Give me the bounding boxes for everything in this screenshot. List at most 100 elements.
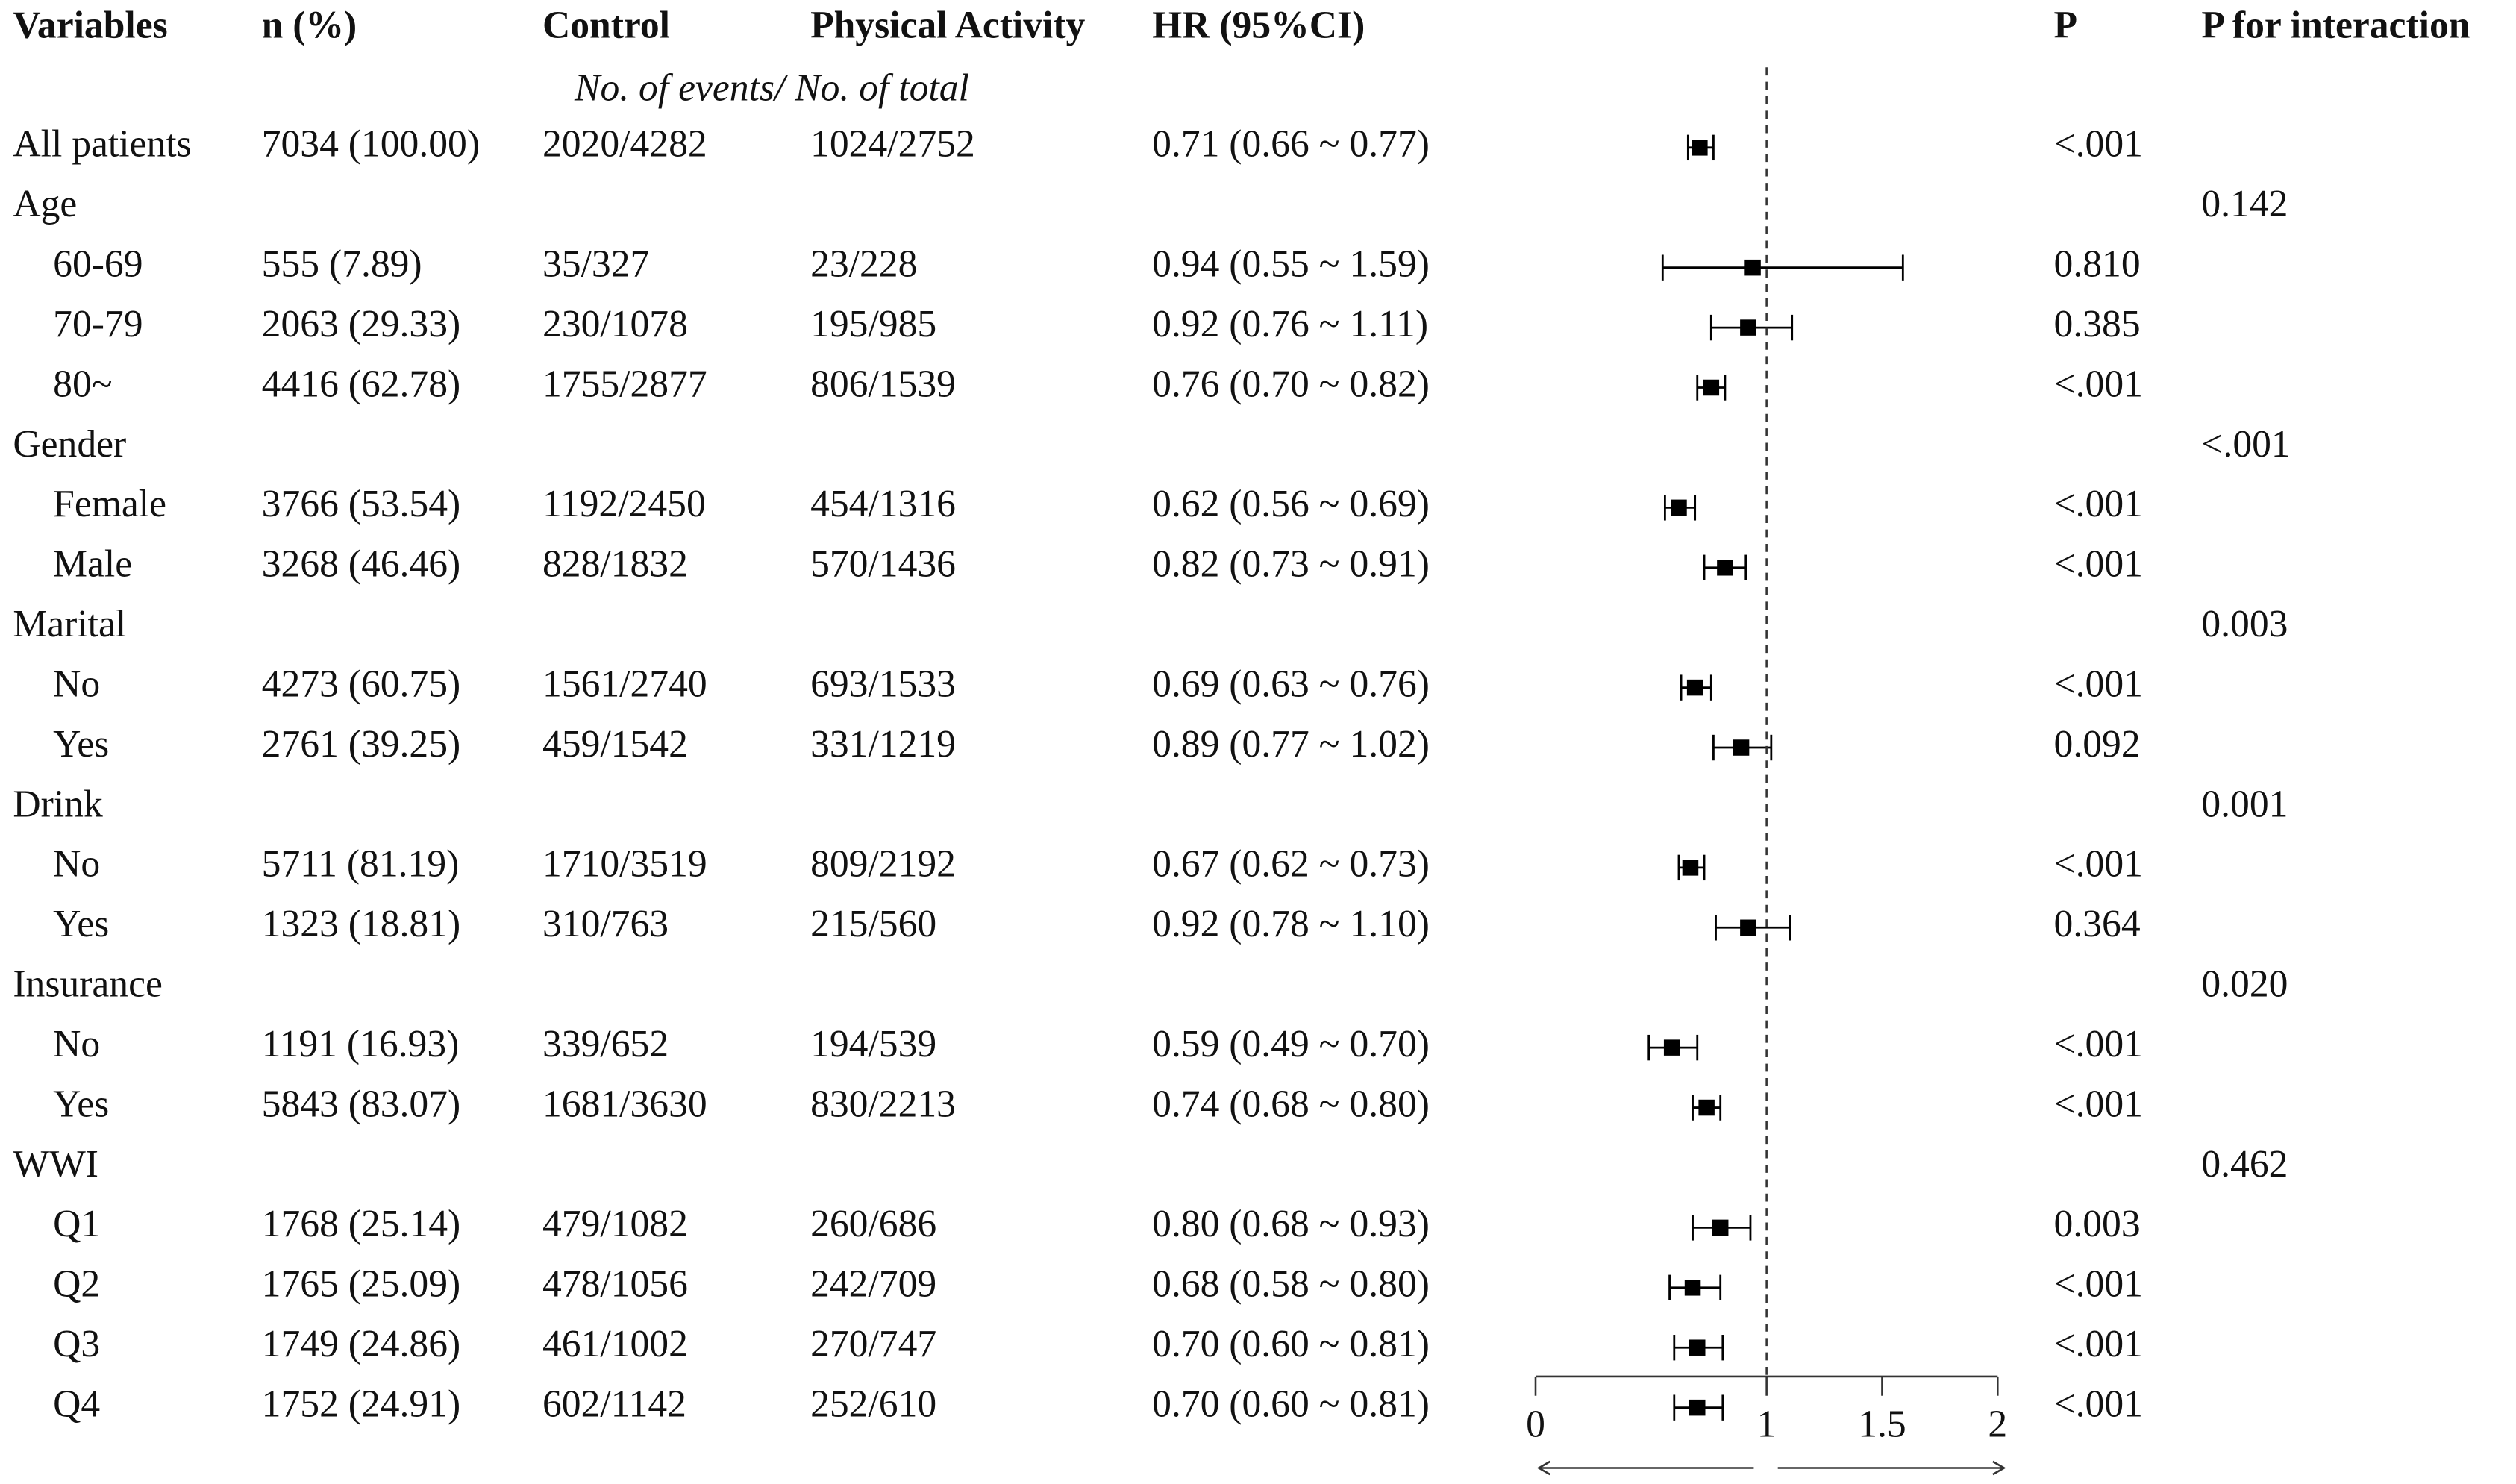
row-label: Q2 xyxy=(53,1263,100,1306)
subheader: No. of events/ No. of total xyxy=(574,66,969,109)
hr-point xyxy=(1689,1339,1706,1356)
p-cell: <.001 xyxy=(2054,363,2143,405)
column-header: P for interaction xyxy=(2201,4,2470,47)
p-cell: 0.092 xyxy=(2054,723,2141,766)
hr-cell: 0.67 (0.62 ~ 0.73) xyxy=(1152,843,1430,886)
hr-cell: 0.62 (0.56 ~ 0.69) xyxy=(1152,483,1430,525)
p-cell: 0.364 xyxy=(2054,903,2141,945)
p-interaction-cell: 0.020 xyxy=(2201,963,2288,1006)
row-label: 70-79 xyxy=(53,303,143,345)
n-cell: 5843 (83.07) xyxy=(262,1083,461,1125)
group-label: Age xyxy=(13,183,77,225)
x-tick-label: 1 xyxy=(1757,1403,1777,1446)
p-cell: <.001 xyxy=(2054,483,2143,525)
row-label: 80~ xyxy=(53,363,113,405)
x-tick-label: 1.5 xyxy=(1858,1403,1906,1446)
control-cell: 1755/2877 xyxy=(542,363,707,405)
pa-cell: 252/610 xyxy=(810,1383,936,1425)
pa-cell: 23/228 xyxy=(810,243,917,286)
hr-cell: 0.71 (0.66 ~ 0.77) xyxy=(1152,123,1430,166)
hr-cell: 0.74 (0.68 ~ 0.80) xyxy=(1152,1083,1430,1125)
hr-point xyxy=(1663,1039,1680,1056)
pa-cell: 270/747 xyxy=(810,1323,936,1365)
p-cell: 0.385 xyxy=(2054,303,2141,345)
control-cell: 459/1542 xyxy=(542,723,688,766)
row-label: Yes xyxy=(53,903,109,945)
control-cell: 1710/3519 xyxy=(542,843,707,886)
p-interaction-cell: 0.462 xyxy=(2201,1143,2288,1186)
hr-point xyxy=(1692,140,1708,156)
control-cell: 1192/2450 xyxy=(542,483,706,525)
control-cell: 478/1056 xyxy=(542,1263,688,1306)
n-cell: 3268 (46.46) xyxy=(262,543,461,586)
n-cell: 5711 (81.19) xyxy=(262,843,460,886)
column-header: HR (95%CI) xyxy=(1152,4,1365,47)
p-cell: 0.003 xyxy=(2054,1203,2141,1245)
control-cell: 461/1002 xyxy=(542,1323,688,1365)
group-label: Gender xyxy=(13,423,126,466)
row-label: No xyxy=(53,663,100,705)
hr-point xyxy=(1684,1280,1701,1296)
pa-cell: 331/1219 xyxy=(810,723,956,766)
hr-point xyxy=(1689,1399,1706,1416)
n-cell: 2063 (29.33) xyxy=(262,303,461,345)
n-cell: 1768 (25.14) xyxy=(262,1203,461,1245)
n-cell: 4416 (62.78) xyxy=(262,363,461,405)
p-interaction-cell: 0.003 xyxy=(2201,603,2288,645)
hr-cell: 0.92 (0.76 ~ 1.11) xyxy=(1152,303,1428,345)
pa-cell: 830/2213 xyxy=(810,1083,956,1125)
p-cell: <.001 xyxy=(2054,1083,2143,1125)
n-cell: 4273 (60.75) xyxy=(262,663,461,705)
group-label: WWI xyxy=(13,1143,98,1186)
p-cell: <.001 xyxy=(2054,543,2143,586)
n-cell: 7034 (100.00) xyxy=(262,123,480,166)
hr-cell: 0.59 (0.49 ~ 0.70) xyxy=(1152,1023,1430,1065)
hr-cell: 0.92 (0.78 ~ 1.10) xyxy=(1152,903,1430,945)
pa-cell: 215/560 xyxy=(810,903,936,945)
control-cell: 1561/2740 xyxy=(542,663,707,705)
hr-point xyxy=(1686,679,1703,696)
x-tick-label: 2 xyxy=(1988,1403,2007,1446)
n-cell: 1752 (24.91) xyxy=(262,1383,461,1425)
control-cell: 339/652 xyxy=(542,1023,669,1065)
pa-cell: 454/1316 xyxy=(810,483,956,525)
hr-cell: 0.68 (0.58 ~ 0.80) xyxy=(1152,1263,1430,1306)
hr-cell: 0.80 (0.68 ~ 0.93) xyxy=(1152,1203,1430,1245)
hr-point xyxy=(1744,259,1761,276)
n-cell: 1749 (24.86) xyxy=(262,1323,461,1365)
column-header: n (%) xyxy=(262,4,357,47)
row-label: Yes xyxy=(53,723,109,766)
pa-cell: 242/709 xyxy=(810,1263,936,1306)
row-label: 60-69 xyxy=(53,243,143,286)
row-label: Yes xyxy=(53,1083,109,1125)
x-tick-label: 0 xyxy=(1526,1403,1545,1446)
right-arrowhead xyxy=(1992,1460,2006,1476)
column-header: Physical Activity xyxy=(810,4,1085,47)
row-label: Q4 xyxy=(53,1383,100,1425)
left-arrowhead xyxy=(1536,1460,1550,1476)
p-cell: <.001 xyxy=(2054,1263,2143,1306)
p-interaction-cell: 0.142 xyxy=(2201,183,2288,225)
n-cell: 2761 (39.25) xyxy=(262,723,461,766)
n-cell: 1191 (16.93) xyxy=(262,1023,460,1065)
group-label: Marital xyxy=(13,603,126,645)
hr-cell: 0.82 (0.73 ~ 0.91) xyxy=(1152,543,1430,586)
hr-point xyxy=(1712,1219,1729,1236)
p-interaction-cell: 0.001 xyxy=(2201,783,2288,825)
hr-point xyxy=(1698,1099,1715,1116)
control-cell: 828/1832 xyxy=(542,543,688,586)
row-label: No xyxy=(53,1023,100,1065)
hr-cell: 0.70 (0.60 ~ 0.81) xyxy=(1152,1383,1430,1425)
pa-cell: 806/1539 xyxy=(810,363,956,405)
hr-cell: 0.89 (0.77 ~ 1.02) xyxy=(1152,723,1430,766)
control-cell: 1681/3630 xyxy=(542,1083,707,1125)
hr-point xyxy=(1733,739,1750,756)
control-cell: 35/327 xyxy=(542,243,649,286)
hr-point xyxy=(1740,919,1756,936)
row-label: Male xyxy=(53,543,132,586)
control-cell: 479/1082 xyxy=(542,1203,688,1245)
control-cell: 310/763 xyxy=(542,903,669,945)
p-cell: <.001 xyxy=(2054,123,2143,166)
p-cell: <.001 xyxy=(2054,1023,2143,1065)
group-label: Drink xyxy=(13,783,103,825)
